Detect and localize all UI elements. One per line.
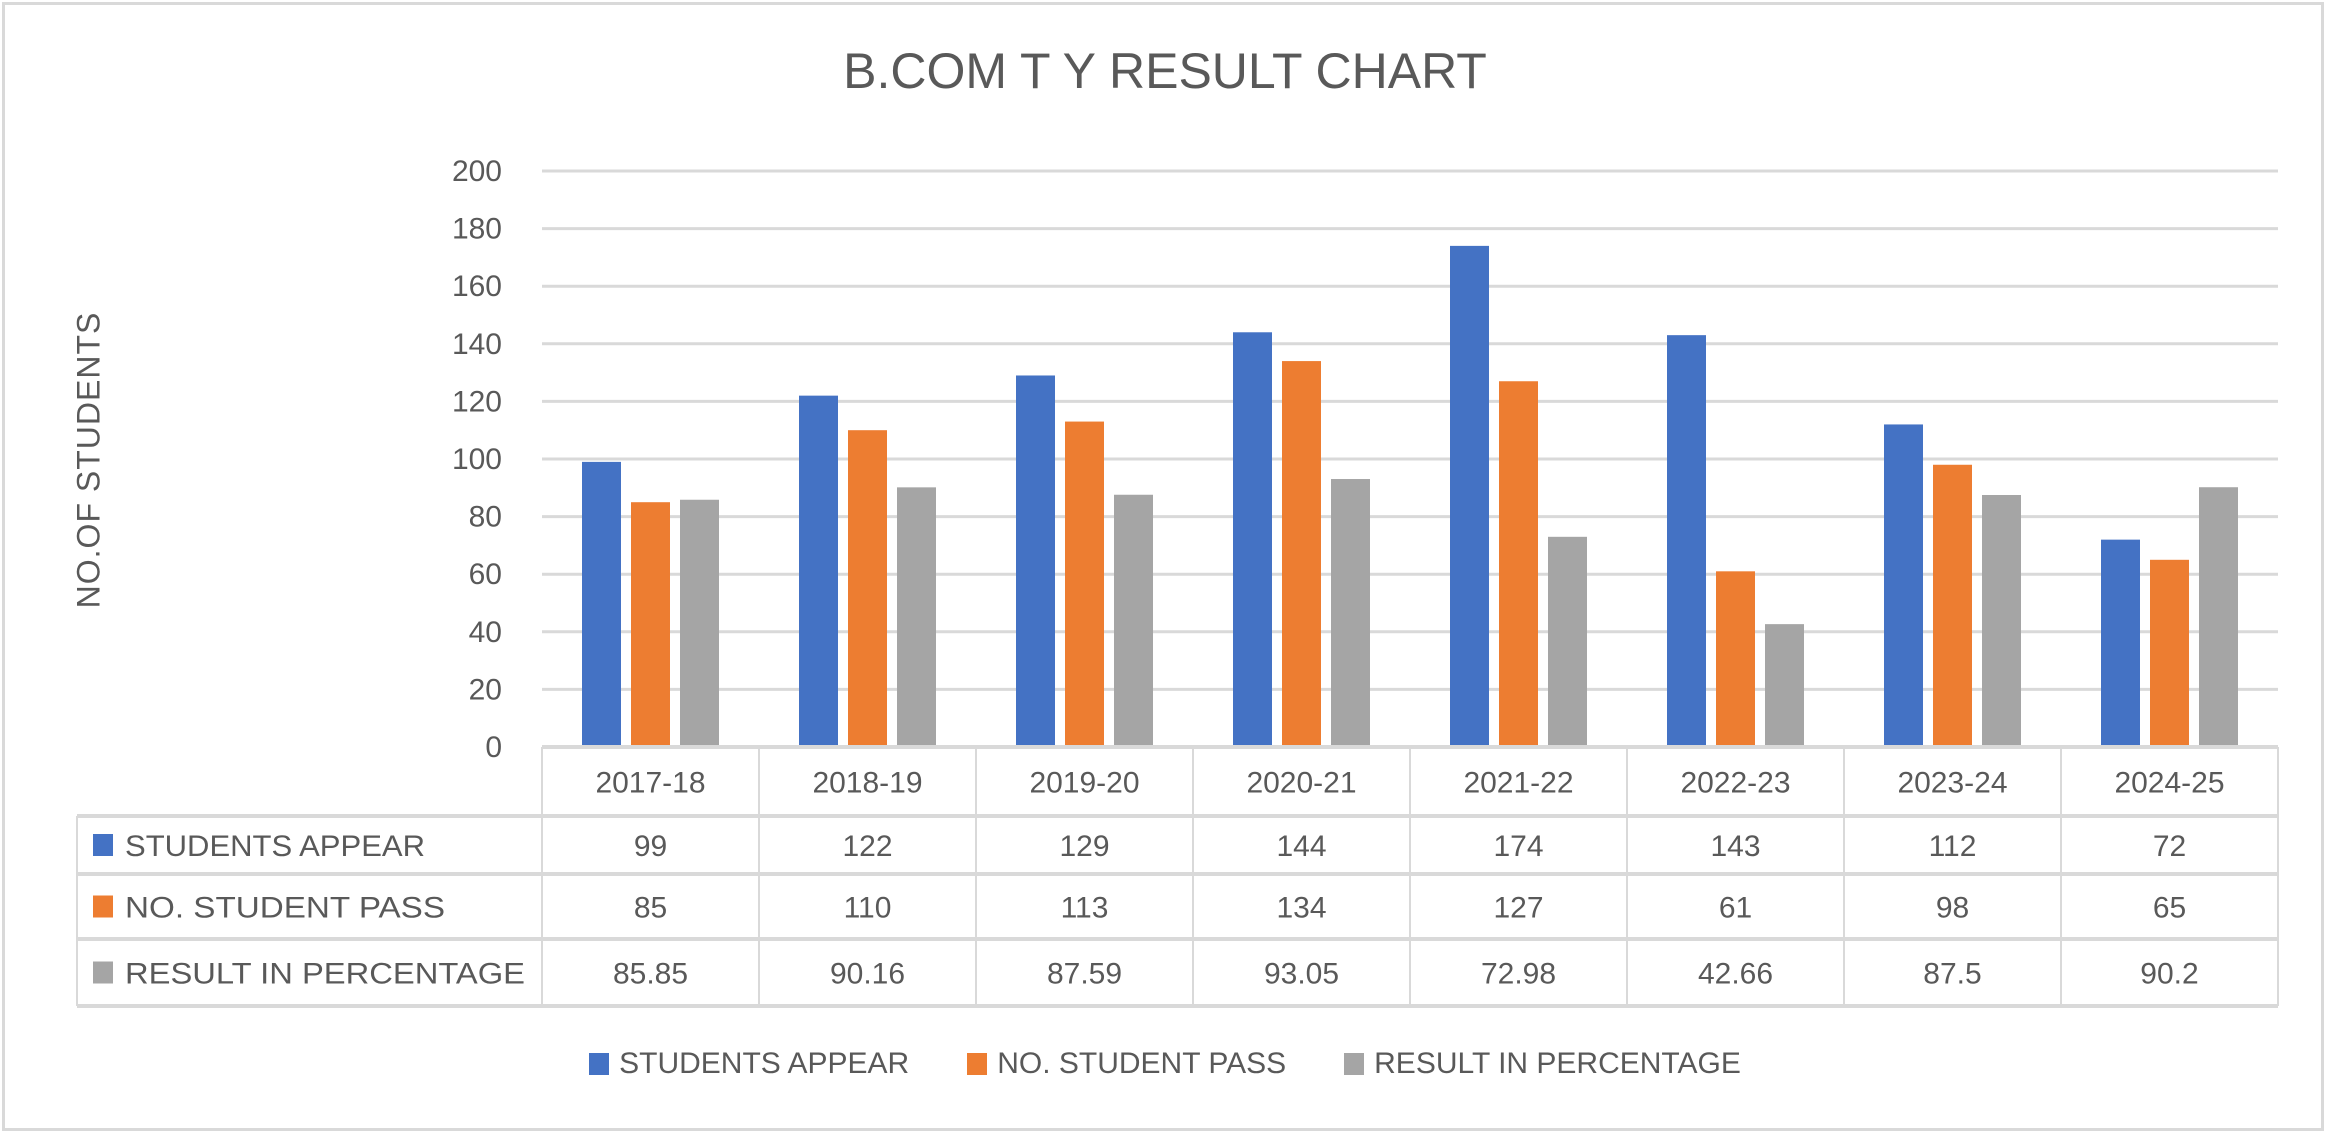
bar-0-4 [1450, 245, 1489, 747]
bar-0-5 [1667, 335, 1706, 747]
bar-1-3 [1282, 361, 1321, 747]
table-legend-key [93, 834, 113, 856]
data-label: 87.59 [1047, 958, 1122, 991]
bar-2-6 [1982, 495, 2021, 747]
data-label: 110 [844, 892, 892, 925]
legend-label: STUDENTS APPEAR [619, 1047, 910, 1080]
data-label: 113 [1061, 892, 1109, 925]
y-tick-label: 200 [452, 155, 502, 188]
x-tick-label: 2018-19 [812, 767, 922, 800]
legend-label: NO. STUDENT PASS [997, 1047, 1287, 1080]
legend-swatch [1344, 1053, 1365, 1075]
y-tick-label: 60 [469, 558, 502, 591]
legend-swatch [967, 1053, 988, 1075]
legend-item: RESULT IN PERCENTAGE [1344, 1047, 1741, 1081]
bar-2-5 [1765, 624, 1804, 747]
data-label: 65 [2153, 892, 2186, 925]
table-legend-key [93, 895, 113, 918]
legend-item: STUDENTS APPEAR [589, 1047, 909, 1081]
table-series-label: NO. STUDENT PASS [125, 892, 445, 925]
data-label: 72.98 [1481, 958, 1556, 991]
data-label: 87.5 [1923, 958, 1981, 991]
x-tick-label: 2022-23 [1680, 767, 1790, 800]
data-label: 85.85 [613, 958, 688, 991]
data-label: 42.66 [1698, 958, 1773, 991]
legend-swatch [589, 1053, 610, 1075]
y-tick-label: 160 [452, 270, 502, 303]
x-tick-label: 2019-20 [1029, 767, 1139, 800]
bar-1-4 [1499, 381, 1538, 747]
bar-1-2 [1065, 421, 1104, 747]
table-series-label: STUDENTS APPEAR [125, 830, 425, 863]
chart-title: B.COM T Y RESULT CHART [843, 43, 1487, 99]
bar-1-7 [2150, 559, 2189, 747]
data-label: 72 [2153, 830, 2186, 863]
x-tick-label: 2023-24 [1897, 767, 2007, 800]
y-tick-label: 100 [452, 443, 502, 476]
data-label: 129 [1059, 830, 1109, 863]
legend-item: NO. STUDENT PASS [967, 1047, 1286, 1081]
data-label: 99 [634, 830, 667, 863]
bar-1-5 [1716, 571, 1755, 747]
bar-2-2 [1114, 494, 1153, 747]
data-label: 174 [1493, 830, 1543, 863]
data-label: 98 [1936, 892, 1969, 925]
data-label: 127 [1493, 892, 1543, 925]
bar-0-1 [799, 395, 838, 747]
y-tick-label: 140 [452, 328, 502, 361]
data-label: 61 [1719, 892, 1752, 925]
x-tick-label: 2017-18 [595, 767, 705, 800]
legend-label: RESULT IN PERCENTAGE [1374, 1047, 1741, 1080]
data-label: 143 [1710, 830, 1760, 863]
bar-0-0 [582, 461, 621, 747]
y-tick-label: 20 [469, 673, 502, 706]
y-tick-label: 120 [452, 385, 502, 418]
data-label: 134 [1276, 892, 1326, 925]
y-tick-label: 180 [452, 213, 502, 246]
table-series-label: RESULT IN PERCENTAGE [125, 958, 525, 991]
data-label: 112 [1929, 830, 1977, 863]
bar-0-7 [2101, 539, 2140, 747]
y-tick-label: 80 [469, 501, 502, 534]
legend: STUDENTS APPEAR NO. STUDENT PASS RESULT IN… [0, 1047, 2330, 1081]
data-label: 85 [634, 892, 667, 925]
bar-2-0 [680, 499, 719, 747]
bar-1-6 [1933, 464, 1972, 747]
data-label: 144 [1276, 830, 1326, 863]
y-tick-label: 0 [485, 731, 502, 764]
bar-0-3 [1233, 332, 1272, 747]
bar-1-1 [848, 430, 887, 747]
bar-1-0 [631, 502, 670, 747]
bar-0-6 [1884, 424, 1923, 747]
data-label: 90.2 [2140, 958, 2198, 991]
x-tick-label: 2024-25 [2114, 767, 2224, 800]
bar-2-3 [1331, 479, 1370, 747]
data-label: 122 [842, 830, 892, 863]
table-legend-key [93, 961, 113, 984]
bar-0-2 [1016, 375, 1055, 747]
data-label: 90.16 [830, 958, 905, 991]
data-label: 93.05 [1264, 958, 1339, 991]
x-tick-label: 2021-22 [1463, 767, 1573, 800]
bar-2-1 [897, 487, 936, 747]
bar-2-7 [2199, 487, 2238, 747]
y-tick-label: 40 [469, 616, 502, 649]
x-tick-label: 2020-21 [1246, 767, 1356, 800]
bar-2-4 [1548, 536, 1587, 747]
